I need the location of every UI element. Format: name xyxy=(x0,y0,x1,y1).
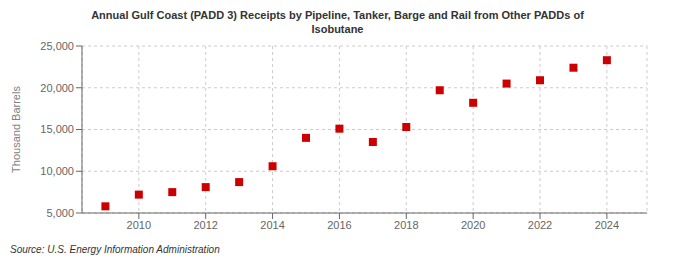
svg-text:2010: 2010 xyxy=(127,219,151,231)
svg-text:2024: 2024 xyxy=(595,219,619,231)
svg-text:2020: 2020 xyxy=(461,219,485,231)
svg-text:2014: 2014 xyxy=(260,219,284,231)
svg-text:2016: 2016 xyxy=(327,219,351,231)
svg-text:5,000: 5,000 xyxy=(46,207,74,219)
svg-text:2012: 2012 xyxy=(193,219,217,231)
svg-text:20,000: 20,000 xyxy=(40,82,74,94)
svg-text:25,000: 25,000 xyxy=(40,40,74,52)
html-text:Annual Gulf Coast (PADD 3) Rec: Annual Gulf Coast (PADD 3) Receipts by P… xyxy=(91,9,584,21)
svg-text:10,000: 10,000 xyxy=(40,165,74,177)
svg-text:2018: 2018 xyxy=(394,219,418,231)
svg-text:2022: 2022 xyxy=(528,219,552,231)
html-text:Isobutane: Isobutane xyxy=(311,23,364,35)
html-text:Source: U.S. Energy Informatio: Source: U.S. Energy Information Administ… xyxy=(10,244,220,255)
svg-text:Thousand Barrels: Thousand Barrels xyxy=(10,86,22,173)
svg-text:15,000: 15,000 xyxy=(40,123,74,135)
